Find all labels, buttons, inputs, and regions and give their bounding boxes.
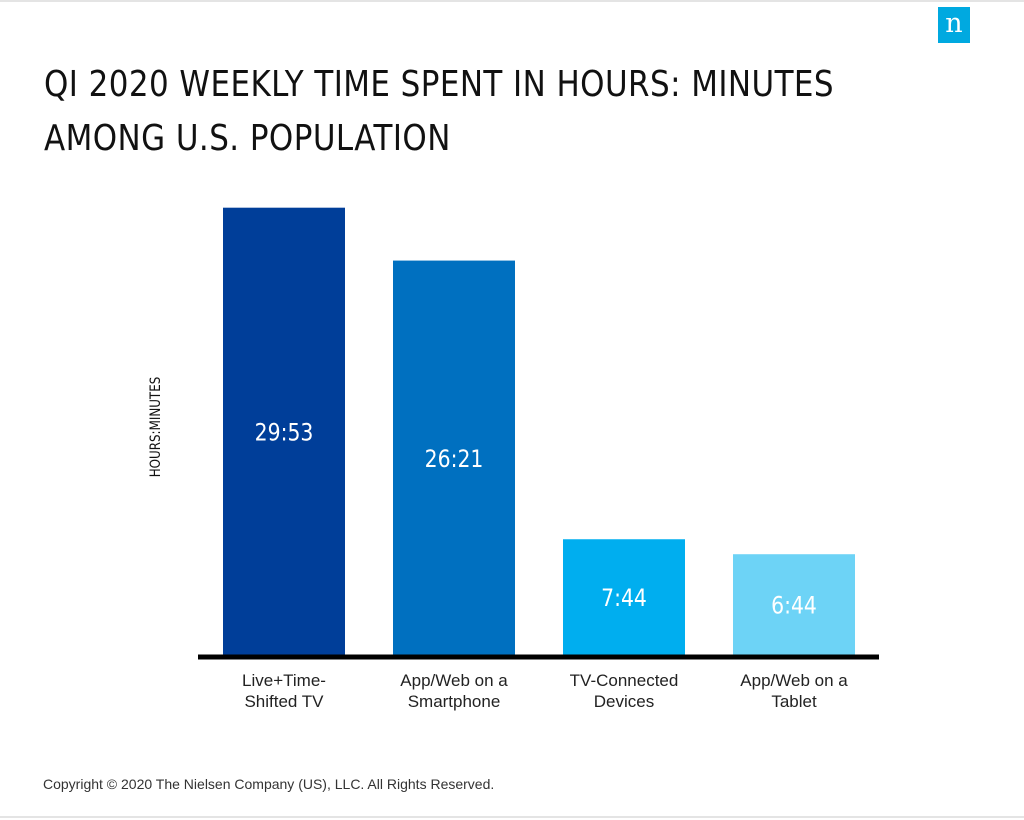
bar-value-label-2: 7:44 (601, 585, 647, 613)
copyright-text: Copyright © 2020 The Nielsen Company (US… (43, 776, 495, 792)
bar-1 (393, 260, 515, 655)
bar-value-label-1: 26:21 (425, 445, 484, 473)
bar-0 (223, 207, 345, 655)
top-rule (0, 0, 1024, 2)
bar-value-label-0: 29:53 (255, 419, 314, 447)
category-label-0-line-1: Live+Time- (242, 671, 326, 690)
category-label-2-line-2: Devices (594, 692, 654, 711)
category-label-1-line-2: Smartphone (408, 692, 501, 711)
chart-title-line-2: AMONG U.S. POPULATION (44, 118, 451, 159)
bottom-rule (0, 816, 1024, 818)
bar-2 (563, 539, 685, 655)
category-label-2-line-1: TV-Connected (570, 671, 679, 690)
bar-3 (733, 554, 855, 655)
nielsen-logo-icon: n (938, 7, 970, 43)
bar-chart: 29:53 Live+Time- Shifted TV 26:21 App/Web on… (148, 207, 879, 711)
chart-title: QI 2020 WEEKLY TIME SPENT IN HOURS: MINU… (44, 58, 835, 166)
category-label-1-line-1: App/Web on a (400, 671, 508, 690)
category-label-3-line-1: App/Web on a (740, 671, 848, 690)
category-label-0-line-2: Shifted TV (244, 692, 324, 711)
category-label-3-line-2: Tablet (771, 692, 817, 711)
y-axis-label: HOURS:MINUTES (148, 377, 164, 478)
chart-title-line-1: QI 2020 WEEKLY TIME SPENT IN HOURS: MINU… (44, 64, 835, 105)
bar-value-label-3: 6:44 (771, 592, 817, 620)
bars-layer: 29:53 Live+Time- Shifted TV 26:21 App/Web on… (223, 207, 855, 711)
